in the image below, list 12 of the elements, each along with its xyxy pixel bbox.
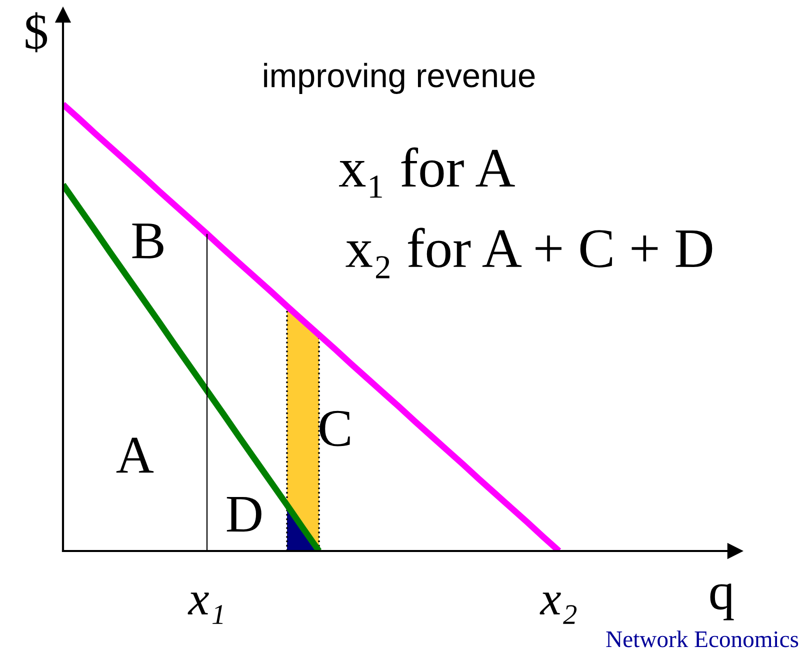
chart-title: improving revenue (264, 62, 535, 94)
annotation: D (226, 496, 262, 532)
x-axis-title: q (710, 584, 734, 620)
annotation: C (320, 410, 350, 446)
annotation: x₂ for A + C + D (346, 228, 712, 278)
annotation: B (132, 224, 164, 258)
annotation: x₁ for A (339, 147, 515, 198)
text: Network Economics (606, 630, 798, 648)
x-tick-label: x₁ (188, 592, 223, 624)
y-axis-title: $ (26, 12, 48, 52)
annotation: A (116, 438, 154, 473)
x-tick-label: x₂ (540, 592, 577, 624)
